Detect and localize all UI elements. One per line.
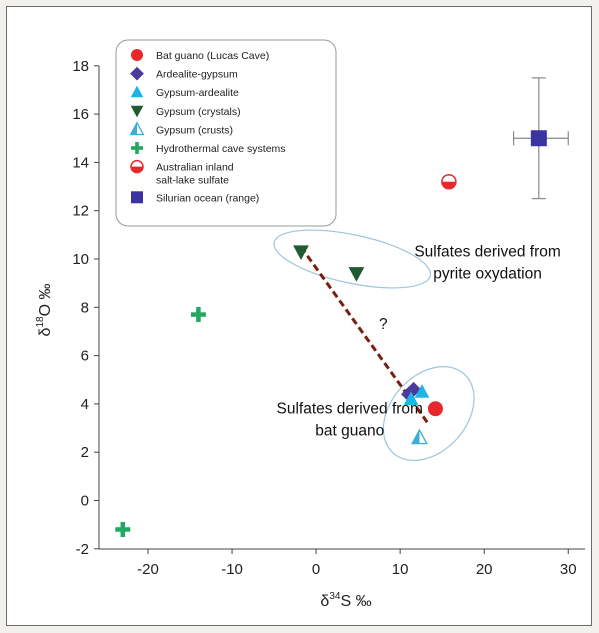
legend-item: Hydrothermal cave systems [131,142,286,155]
legend-label: Silurian ocean (range) [156,192,259,204]
circle-half-fill [441,181,456,189]
data-point [414,384,430,398]
x-tick-label: 20 [476,561,493,578]
data-point [427,401,443,417]
legend-label: Bat guano (Lucas Cave) [156,50,269,62]
legend-item: Gypsum (crystals) [130,105,241,118]
x-tick-label: -10 [221,561,243,578]
legend-item: Ardealite-gypsum [130,66,238,81]
data-point [530,130,547,147]
data-point [131,49,143,61]
legend-item: Silurian ocean (range) [131,191,259,204]
legend-box [115,39,337,227]
y-tick-label: 14 [72,154,89,171]
legend-item: Gypsum (crusts) [129,121,233,136]
triangle-up-marker [414,384,430,398]
annotation-text: Sulfates derived from [414,244,560,261]
legend-label: Gypsum (crystals) [156,106,241,118]
legend-label: Ardealite-gypsum [156,69,238,81]
triangle-down-marker [293,245,309,261]
circle-marker [131,49,143,61]
data-point [115,521,131,537]
data-point [131,191,143,204]
triangle-up-marker [130,85,144,98]
y-tick-label: 16 [72,106,89,123]
grouping-ellipse [273,229,432,289]
legend-label: Hydrothermal cave systems [156,143,286,155]
data-point [411,428,428,445]
y-tick-label: 6 [81,348,89,365]
circle-marker [427,401,443,417]
annotation-text: Sulfates derived from [276,401,422,418]
triangle-down-marker [348,267,365,282]
data-point [130,159,144,174]
plus-marker-v [196,307,201,323]
triangle-up-marker [403,391,419,406]
legend-label: Australian inland [156,162,234,174]
data-point [441,173,457,190]
y-tick-label: 8 [81,299,89,316]
data-point [130,105,144,118]
legend-label: Gypsum (crusts) [156,124,233,136]
triangle-half-fill [130,122,137,135]
square-marker [131,191,143,204]
legend-label: Gypsum-ardealite [156,87,239,99]
x-tick-label: 0 [312,561,320,578]
x-axis-label: δ34S ‰ [320,591,371,610]
y-tick-label: 12 [72,203,89,220]
legend-label: salt-lake sulfate [156,175,229,187]
data-point [190,307,206,323]
plus-marker-v [135,142,139,154]
y-tick-label: -2 [76,541,89,558]
x-tick-label: 10 [392,561,409,578]
x-tick-label: -20 [137,561,159,578]
data-point [129,121,145,136]
data-point [403,391,419,406]
diamond-marker [130,66,144,81]
legend: Bat guano (Lucas Cave) Ardealite-gypsum Gy… [115,39,337,227]
plus-marker-v [120,521,126,537]
data-point [293,245,309,261]
y-tick-label: 0 [81,493,89,510]
y-tick-label: 18 [72,58,89,75]
grouping-ellipse [382,366,475,462]
circle-half-fill [131,166,143,173]
legend-item: Gypsum-ardealite [130,85,239,99]
triangle-down-marker [130,105,144,118]
annotation-text: bat guano [315,422,384,439]
square-marker [530,130,547,147]
data-point [406,381,422,397]
y-tick-label: 4 [81,396,89,413]
data-point [130,66,144,81]
y-axis-label: δ18O ‰ [35,284,54,337]
data-point [131,142,143,154]
x-tick-label: 30 [560,561,577,578]
legend-item: Bat guano (Lucas Cave) [131,49,269,62]
y-tick-label: 10 [72,251,89,268]
annotation-text: pyrite oxydation [433,265,542,282]
triangle-half-fill [412,430,420,444]
y-tick-label: 2 [81,444,89,461]
data-point [348,267,365,282]
data-point [130,85,144,98]
annotation-text: ? [379,316,388,333]
diamond-marker [406,381,422,397]
